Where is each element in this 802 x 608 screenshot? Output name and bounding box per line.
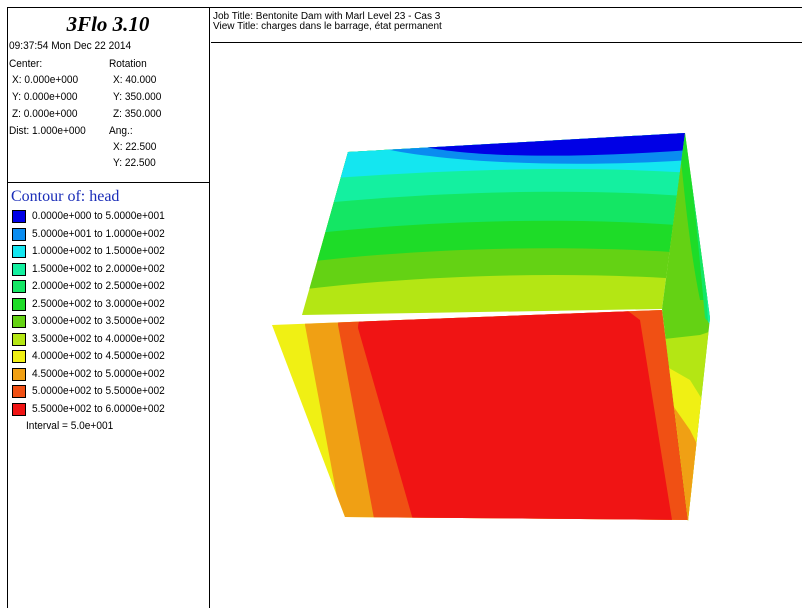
legend-swatch xyxy=(12,262,26,276)
legend-label: 5.0000e+001 to 1.0000e+002 xyxy=(32,227,165,240)
rotation-label: Rotation xyxy=(109,58,147,70)
legend-swatch xyxy=(12,297,26,311)
legend-swatch xyxy=(12,210,26,223)
legend-interval: Interval = 5.0e+001 xyxy=(26,420,114,432)
center-y: Y: 0.000e+000 xyxy=(12,91,78,103)
center-x: X: 0.000e+000 xyxy=(12,74,79,86)
legend-swatch xyxy=(12,227,26,241)
view-header: Job Title: Bentonite Dam with Marl Level… xyxy=(211,7,802,43)
center-label: Center: xyxy=(9,58,43,70)
legend-swatch xyxy=(12,332,26,346)
legend-swatch xyxy=(12,350,26,363)
legend-swatch xyxy=(12,402,26,416)
legend-swatch xyxy=(12,280,26,293)
legend-swatch xyxy=(12,367,26,381)
legend-label: 1.5000e+002 to 2.0000e+002 xyxy=(32,262,165,275)
app-title: 3Flo 3.10 xyxy=(66,12,150,36)
legend-label: 4.5000e+002 to 5.0000e+002 xyxy=(32,367,165,380)
top-face xyxy=(302,133,685,315)
rotation-y: Y: 350.000 xyxy=(113,91,162,103)
rotation-x: X: 40.000 xyxy=(113,74,157,86)
view-info-header: 3Flo 3.10 09:37:54 Mon Dec 22 2014 Cente… xyxy=(7,7,209,183)
legend-title: Contour of: head xyxy=(11,188,120,205)
window-frame xyxy=(7,7,802,608)
legend-label: 5.5000e+002 to 6.0000e+002 xyxy=(32,402,165,415)
legend-label: 4.0000e+002 to 4.5000e+002 xyxy=(32,350,165,362)
front-face xyxy=(272,310,688,520)
front-band-550-600 xyxy=(358,310,672,520)
contour-plot-3d xyxy=(272,133,710,521)
legend-label: 3.5000e+002 to 4.0000e+002 xyxy=(32,332,165,345)
distance: Dist: 1.000e+000 xyxy=(9,125,86,137)
legend-label: 3.0000e+002 to 3.5000e+002 xyxy=(32,315,165,327)
info-panel: 3Flo 3.10 09:37:54 Mon Dec 22 2014 Cente… xyxy=(7,7,210,608)
legend-swatch xyxy=(12,245,26,258)
legend-swatch xyxy=(12,315,26,328)
rotation-z: Z: 350.000 xyxy=(113,108,162,120)
legend-label: 2.5000e+002 to 3.0000e+002 xyxy=(32,297,165,310)
angle-label: Ang.: xyxy=(109,125,133,137)
top-band-0-50 xyxy=(425,133,685,156)
legend-label: 0.0000e+000 to 5.0000e+001 xyxy=(32,210,165,222)
legend-swatch xyxy=(12,385,26,398)
view-title: View Title: charges dans le barrage, éta… xyxy=(213,21,442,32)
legend-label: 2.0000e+002 to 2.5000e+002 xyxy=(32,280,165,292)
angle-y: Y: 22.500 xyxy=(113,157,156,169)
job-title: Job Title: Bentonite Dam with Marl Level… xyxy=(213,11,441,22)
legend-label: 5.0000e+002 to 5.5000e+002 xyxy=(32,385,165,397)
timestamp: 09:37:54 Mon Dec 22 2014 xyxy=(9,40,132,52)
center-z: Z: 0.000e+000 xyxy=(12,108,78,120)
angle-x: X: 22.500 xyxy=(113,141,157,153)
legend-label: 1.0000e+002 to 1.5000e+002 xyxy=(32,245,165,257)
